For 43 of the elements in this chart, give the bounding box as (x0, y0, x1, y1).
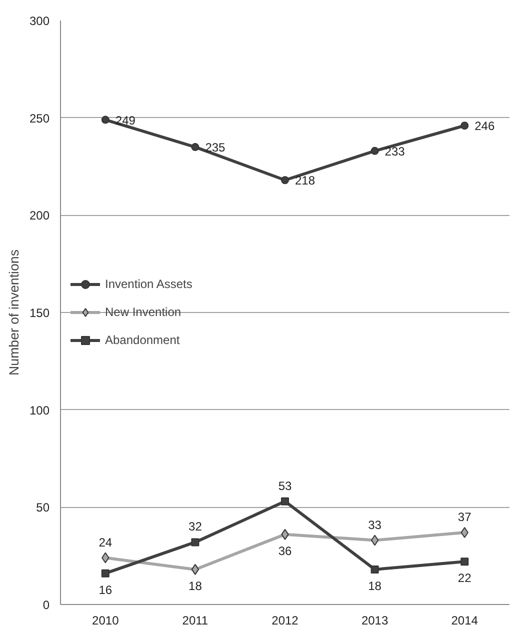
data-label: 246 (474, 119, 495, 134)
x-tick-label: 2011 (182, 614, 208, 628)
point (101, 116, 110, 124)
point (101, 569, 110, 578)
y-tick-label: 200 (29, 208, 50, 223)
point (281, 176, 289, 184)
point (281, 497, 289, 506)
data-label: 24 (98, 535, 112, 550)
data-label: 33 (368, 518, 382, 532)
x-tick-label: 2010 (92, 614, 120, 628)
data-label: 18 (188, 578, 202, 593)
y-tick-label: 100 (29, 403, 50, 418)
point (191, 564, 200, 575)
legend-label: Invention Assets (105, 277, 192, 291)
data-label: 32 (188, 520, 202, 534)
x-tick-label: 2012 (272, 614, 299, 628)
data-label: 233 (384, 144, 406, 158)
point (191, 143, 200, 152)
point (370, 565, 379, 574)
y-tick-label: 50 (36, 500, 50, 515)
point (191, 538, 200, 546)
point (460, 122, 469, 130)
data-label: 218 (295, 174, 316, 188)
data-label: 16 (98, 582, 112, 597)
data-label: 249 (115, 113, 136, 128)
point (460, 558, 469, 566)
point (370, 534, 379, 546)
y-tick-label: 0 (42, 598, 50, 612)
y-tick-label: 150 (29, 306, 50, 320)
x-tick-label: 2014 (451, 614, 478, 628)
y-tick-label: 300 (29, 14, 50, 28)
data-label: 37 (458, 510, 472, 524)
data-label: 53 (278, 478, 292, 493)
y-tick-label: 250 (29, 111, 50, 126)
legend-label: New Invention (105, 305, 182, 319)
data-label: 22 (458, 571, 472, 586)
data-label: 36 (278, 544, 292, 558)
point (370, 146, 379, 155)
x-tick-label: 2013 (361, 614, 388, 628)
y-axis-title: Number of inventions (6, 249, 22, 376)
data-label: 18 (368, 578, 382, 593)
data-label: 235 (205, 140, 226, 155)
legend-label: Abandonment (105, 333, 180, 347)
